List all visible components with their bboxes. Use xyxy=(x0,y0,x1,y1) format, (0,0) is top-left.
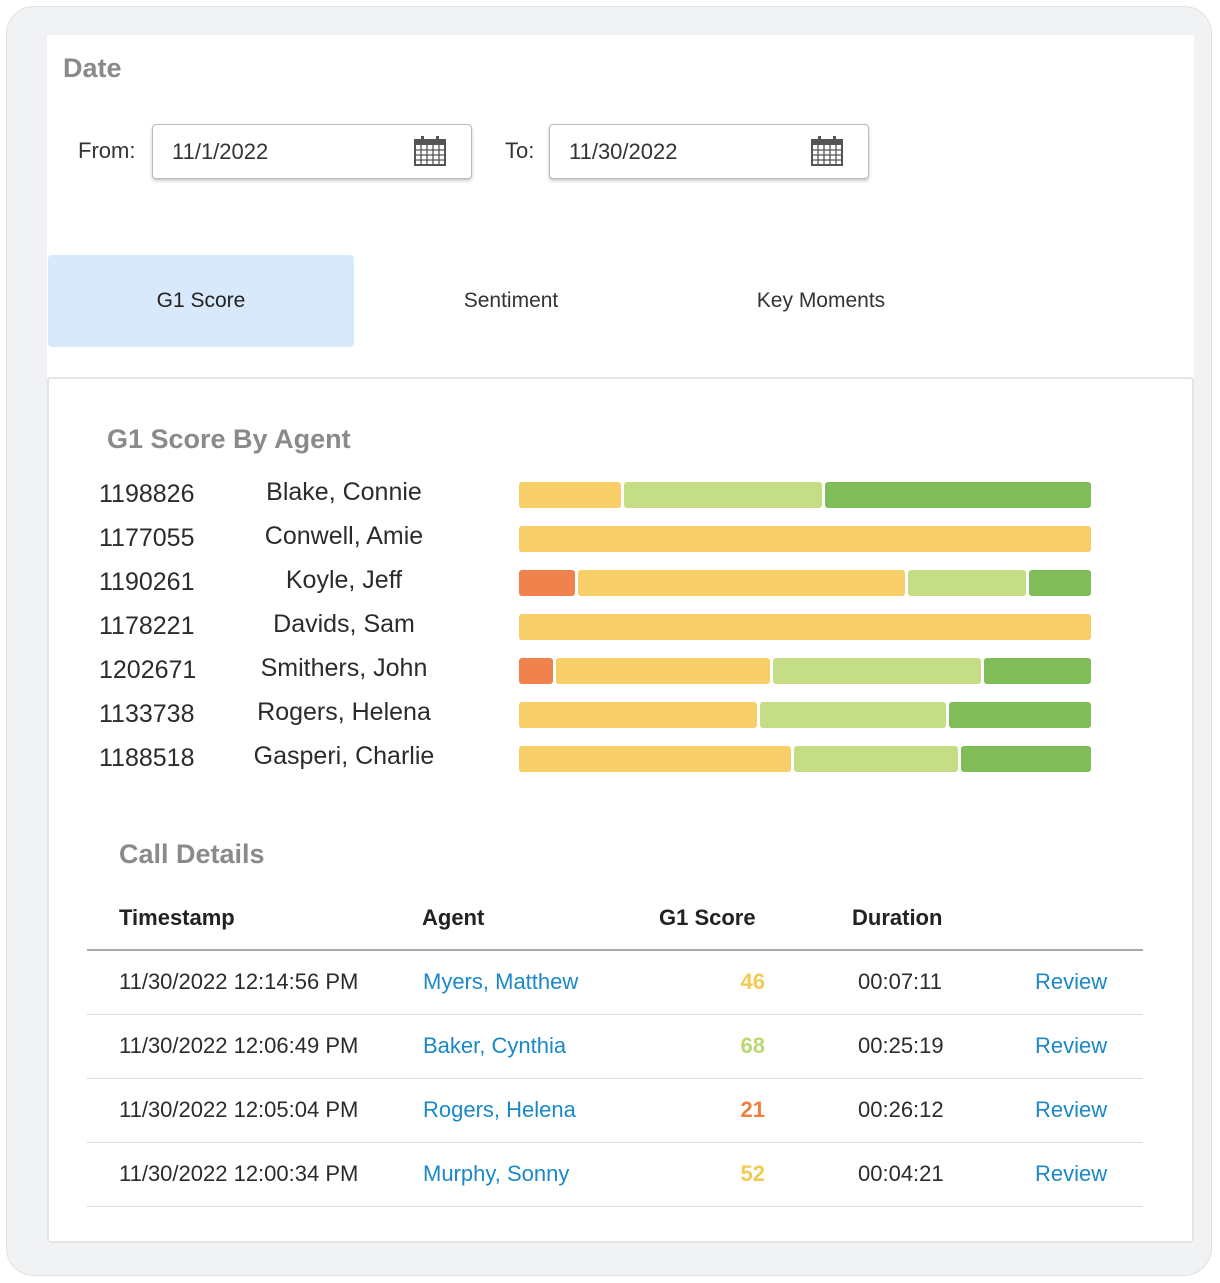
g1-score-cell: 46 xyxy=(740,969,765,994)
g1-score-by-agent-title: G1 Score By Agent xyxy=(107,424,351,454)
score-segment-yellow[interactable] xyxy=(578,570,905,596)
score-segment-green[interactable] xyxy=(984,658,1091,684)
agent-name: Davids, Sam xyxy=(273,610,415,638)
score-distribution-bar[interactable] xyxy=(519,482,1091,508)
timestamp-cell: 11/30/2022 12:06:49 PM xyxy=(119,1033,359,1058)
table-row: 11/30/2022 12:05:04 PM Rogers, Helena 21 00… xyxy=(87,1079,1143,1143)
from-label: From: xyxy=(78,138,136,163)
score-distribution-bar[interactable] xyxy=(519,658,1091,684)
score-segment-green[interactable] xyxy=(960,746,1091,772)
review-link[interactable]: Review xyxy=(1035,1033,1108,1058)
to-date-input[interactable]: 11/30/2022 xyxy=(549,124,869,179)
score-segment-red[interactable] xyxy=(519,570,576,596)
score-segment-yellow[interactable] xyxy=(519,526,1091,552)
g1-score-card: G1 Score By Agent 1198826 Blake, Connie 11… xyxy=(47,377,1194,1243)
agent-id: 1190261 xyxy=(99,568,195,596)
timestamp-cell: 11/30/2022 12:05:04 PM xyxy=(119,1097,359,1122)
to-date-value: 11/30/2022 xyxy=(569,139,678,164)
agent-name: Conwell, Amie xyxy=(264,522,424,550)
agent-link[interactable]: Murphy, Sonny xyxy=(423,1161,570,1186)
timestamp-cell: 11/30/2022 12:14:56 PM xyxy=(119,969,359,994)
table-row: 11/30/2022 12:14:56 PM Myers, Matthew 46 00… xyxy=(87,951,1143,1015)
review-link[interactable]: Review xyxy=(1035,969,1108,994)
agent-row: 1178221 Davids, Sam xyxy=(49,608,1196,648)
score-distribution-bar[interactable] xyxy=(519,570,1091,596)
duration-cell: 00:25:19 xyxy=(858,1033,944,1058)
timestamp-header[interactable]: Timestamp xyxy=(119,905,235,930)
from-date-value: 11/1/2022 xyxy=(172,139,269,164)
score-segment-light-green[interactable] xyxy=(907,570,1027,596)
score-distribution-bar[interactable] xyxy=(519,526,1091,552)
tab-key-moments[interactable]: Key Moments xyxy=(756,289,886,312)
agent-name: Koyle, Jeff xyxy=(285,566,403,594)
agent-id: 1188518 xyxy=(99,744,195,772)
agent-row: 1198826 Blake, Connie xyxy=(49,476,1196,516)
call-details-title: Call Details xyxy=(119,839,265,869)
agent-name: Rogers, Helena xyxy=(257,698,431,726)
score-segment-light-green[interactable] xyxy=(623,482,822,508)
agent-name: Smithers, John xyxy=(260,654,428,682)
review-link[interactable]: Review xyxy=(1035,1097,1108,1122)
duration-header[interactable]: Duration xyxy=(852,905,943,930)
agent-row: 1188518 Gasperi, Charlie xyxy=(49,740,1196,780)
score-segment-light-green[interactable] xyxy=(759,702,947,728)
agent-name: Gasperi, Charlie xyxy=(253,742,435,770)
tab-sentiment[interactable]: Sentiment xyxy=(463,289,559,312)
score-segment-yellow[interactable] xyxy=(519,746,791,772)
g1-score-cell: 68 xyxy=(740,1033,765,1058)
agent-row: 1177055 Conwell, Amie xyxy=(49,520,1196,560)
duration-cell: 00:04:21 xyxy=(858,1161,944,1186)
date-section-title: Date xyxy=(63,53,122,83)
review-link[interactable]: Review xyxy=(1035,1161,1108,1186)
agent-row: 1133738 Rogers, Helena xyxy=(49,696,1196,736)
score-segment-yellow[interactable] xyxy=(519,702,757,728)
score-distribution-bar[interactable] xyxy=(519,746,1091,772)
tab-g1-score[interactable]: G1 Score xyxy=(48,255,354,347)
calendar-icon[interactable] xyxy=(414,136,446,166)
agent-id: 1177055 xyxy=(99,524,195,552)
duration-cell: 00:26:12 xyxy=(858,1097,944,1122)
score-segment-green[interactable] xyxy=(1029,570,1091,596)
duration-cell: 00:07:11 xyxy=(858,969,943,994)
agent-row: 1190261 Koyle, Jeff xyxy=(49,564,1196,604)
g1-score-cell: 52 xyxy=(740,1161,765,1186)
score-segment-yellow[interactable] xyxy=(555,658,770,684)
score-segment-green[interactable] xyxy=(824,482,1091,508)
agent-link[interactable]: Baker, Cynthia xyxy=(423,1033,567,1058)
g1-score-header[interactable]: G1 Score xyxy=(659,905,756,930)
agent-link[interactable]: Rogers, Helena xyxy=(423,1097,576,1122)
table-row: 11/30/2022 12:00:34 PM Murphy, Sonny 52 00:… xyxy=(87,1143,1143,1207)
from-date-input[interactable]: 11/1/2022 xyxy=(152,124,472,179)
agent-link[interactable]: Myers, Matthew xyxy=(423,969,579,994)
score-segment-yellow[interactable] xyxy=(519,482,621,508)
calendar-icon[interactable] xyxy=(811,136,843,166)
to-label: To: xyxy=(505,138,535,163)
score-segment-red[interactable] xyxy=(519,658,553,684)
main-panel: Date From: 11/1/2022 To: 11/30/2022 xyxy=(47,35,1194,1243)
table-header-divider xyxy=(87,949,1143,951)
agent-id: 1202671 xyxy=(99,656,197,684)
timestamp-cell: 11/30/2022 12:00:34 PM xyxy=(119,1161,359,1186)
agent-name: Blake, Connie xyxy=(266,478,422,506)
agent-row: 1202671 Smithers, John xyxy=(49,652,1196,692)
agent-header[interactable]: Agent xyxy=(422,905,485,930)
score-distribution-bar[interactable] xyxy=(519,614,1091,640)
agent-id: 1198826 xyxy=(99,480,195,508)
score-segment-yellow[interactable] xyxy=(519,614,1091,640)
score-segment-light-green[interactable] xyxy=(793,746,958,772)
score-segment-light-green[interactable] xyxy=(772,658,981,684)
g1-score-cell: 21 xyxy=(740,1097,765,1122)
score-distribution-bar[interactable] xyxy=(519,702,1091,728)
outer-frame: Date From: 11/1/2022 To: 11/30/2022 xyxy=(6,6,1212,1276)
agent-id: 1133738 xyxy=(99,700,195,728)
table-row: 11/30/2022 12:06:49 PM Baker, Cynthia 68 00… xyxy=(87,1015,1143,1079)
score-segment-green[interactable] xyxy=(949,702,1091,728)
agent-id: 1178221 xyxy=(99,612,195,640)
